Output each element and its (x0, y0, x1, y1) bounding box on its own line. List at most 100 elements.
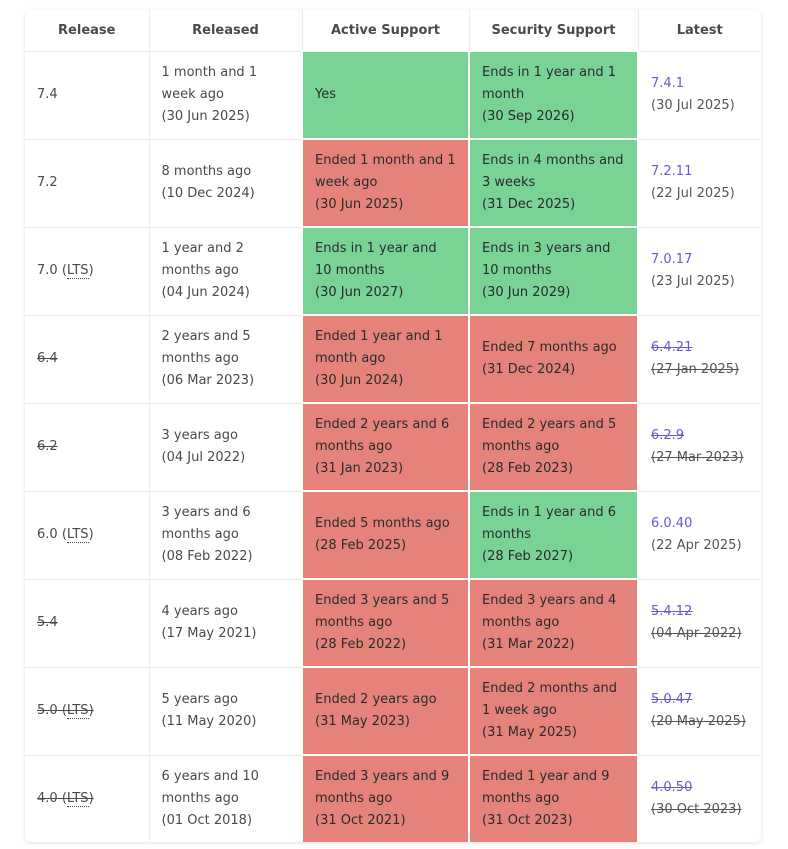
latest-date: (23 Jul 2025) (651, 274, 735, 289)
active-support-text: Ended 2 years ago (315, 692, 437, 707)
active-support-cell: Ends in 1 year and 10 months (30 Jun 2027… (301, 226, 470, 316)
active-support-cell: Ended 2 years ago (31 May 2023) (301, 666, 470, 756)
security-support-cell: Ended 1 year and 9 months ago (31 Oct 202… (468, 754, 639, 842)
released-cell: 2 years and 5 months ago (06 Mar 2023) (149, 315, 303, 404)
release-support-table: Release Released Active Support Security… (25, 10, 761, 842)
released-ago: 3 years and 6 months ago (161, 505, 251, 542)
latest-version-link[interactable]: 6.4.21 (651, 340, 693, 355)
release-cell: 7.0 (LTS) (25, 227, 150, 316)
latest-version-link[interactable]: 5.0.47 (651, 692, 693, 707)
security-support-cell: Ends in 4 months and 3 weeks (31 Dec 2025… (468, 138, 639, 228)
security-support-date: (31 Dec 2025) (482, 197, 576, 212)
active-support-date: (30 Jun 2024) (315, 373, 404, 388)
header-release: Release (25, 10, 150, 52)
lts-abbr: LTS (66, 263, 89, 279)
release-version: 4.0 (37, 790, 58, 806)
security-support-date: (30 Jun 2029) (482, 285, 571, 300)
released-ago: 1 month and 1 week ago (161, 65, 258, 102)
latest-cell: 6.4.21 (27 Jan 2025) (638, 315, 761, 404)
table-row: 6.4 2 years and 5 months ago (06 Mar 2023… (25, 314, 761, 404)
release-cell: 5.0 (LTS) (25, 667, 150, 756)
released-cell: 1 year and 2 months ago (04 Jun 2024) (149, 227, 303, 316)
release-cell: 4.0 (LTS) (25, 755, 150, 842)
table-row: 4.0 (LTS) 6 years and 10 months ago (01 O… (25, 754, 761, 842)
table-row: 7.0 (LTS) 1 year and 2 months ago (04 Jun… (25, 226, 761, 316)
release-cell: 6.0 (LTS) (25, 491, 150, 580)
released-ago: 8 months ago (161, 164, 252, 179)
release-version: 7.0 (37, 263, 58, 278)
latest-date: (30 Oct 2023) (651, 801, 742, 817)
release-version: 7.2 (37, 175, 58, 190)
latest-version-link[interactable]: 7.2.11 (651, 164, 693, 179)
released-cell: 3 years ago (04 Jul 2022) (149, 403, 303, 492)
active-support-text: Ended 3 years and 5 months ago (315, 593, 450, 630)
released-ago: 4 years ago (161, 604, 238, 619)
latest-date: (20 May 2025) (651, 714, 746, 729)
latest-version-link[interactable]: 6.0.40 (651, 516, 693, 531)
released-ago: 5 years ago (161, 692, 238, 707)
active-support-date: (30 Jun 2025) (315, 197, 404, 212)
active-support-text: Yes (315, 87, 336, 102)
security-support-cell: Ended 3 years and 4 months ago (31 Mar 20… (468, 578, 639, 668)
released-cell: 1 month and 1 week ago (30 Jun 2025) (149, 51, 303, 140)
release-cell: 7.4 (25, 51, 150, 140)
header-security-support: Security Support (469, 10, 639, 52)
latest-version-link[interactable]: 6.2.9 (651, 428, 685, 443)
active-support-text: Ended 1 month and 1 week ago (315, 153, 456, 190)
latest-version-link[interactable]: 7.0.17 (651, 252, 693, 267)
active-support-cell: Ended 1 year and 1 month ago (30 Jun 2024… (301, 314, 470, 404)
released-ago: 6 years and 10 months ago (161, 768, 259, 806)
released-ago: 1 year and 2 months ago (161, 241, 244, 278)
latest-cell: 6.0.40 (22 Apr 2025) (638, 491, 761, 580)
security-support-cell: Ends in 3 years and 10 months (30 Jun 202… (468, 226, 639, 316)
latest-cell: 5.4.12 (04 Apr 2022) (638, 579, 761, 668)
released-date: (08 Feb 2022) (161, 549, 253, 564)
security-support-cell: Ended 7 months ago (31 Dec 2024) (468, 314, 639, 404)
security-support-text: Ends in 1 year and 6 months (482, 505, 616, 542)
header-released: Released (149, 10, 303, 52)
active-support-date: (31 Oct 2021) (315, 813, 406, 828)
release-version: 5.4 (37, 615, 58, 630)
lts-abbr: LTS (66, 703, 89, 719)
security-support-text: Ended 2 years and 5 months ago (482, 417, 617, 454)
latest-cell: 7.0.17 (23 Jul 2025) (638, 227, 761, 316)
released-date: (17 May 2021) (161, 626, 257, 641)
release-cell: 7.2 (25, 139, 150, 228)
header-row: Release Released Active Support Security… (25, 10, 761, 52)
security-support-text: Ended 3 years and 4 months ago (482, 593, 617, 630)
latest-version-link[interactable]: 7.4.1 (651, 76, 685, 91)
security-support-text: Ends in 1 year and 1 month (482, 65, 616, 102)
release-cell: 6.2 (25, 403, 150, 492)
security-support-date: (30 Sep 2026) (482, 109, 575, 124)
active-support-date: (28 Feb 2025) (315, 538, 407, 553)
latest-cell: 7.2.11 (22 Jul 2025) (638, 139, 761, 228)
table-row: 7.4 1 month and 1 week ago (30 Jun 2025) … (25, 50, 761, 140)
latest-cell: 5.0.47 (20 May 2025) (638, 667, 761, 756)
latest-version-link[interactable]: 5.4.12 (651, 604, 693, 619)
released-cell: 8 months ago (10 Dec 2024) (149, 139, 303, 228)
active-support-text: Ended 5 months ago (315, 516, 450, 531)
security-support-text: Ends in 3 years and 10 months (482, 241, 611, 278)
latest-date: (22 Jul 2025) (651, 186, 735, 201)
active-support-date: (28 Feb 2022) (315, 637, 407, 652)
released-date: (11 May 2020) (161, 714, 257, 729)
active-support-date: (31 Jan 2023) (315, 461, 404, 476)
released-date: (10 Dec 2024) (161, 186, 255, 201)
security-support-text: Ended 1 year and 9 months ago (482, 769, 610, 806)
release-version: 6.0 (37, 527, 58, 542)
security-support-cell: Ended 2 years and 5 months ago (28 Feb 20… (468, 402, 639, 492)
security-support-cell: Ends in 1 year and 6 months (28 Feb 2027) (468, 490, 639, 580)
active-support-date: (30 Jun 2027) (315, 285, 404, 300)
header-active-support: Active Support (302, 10, 470, 52)
security-support-date: (28 Feb 2027) (482, 549, 574, 564)
release-version: 6.2 (37, 439, 58, 454)
release-version: 7.4 (37, 87, 58, 102)
active-support-text: Ends in 1 year and 10 months (315, 241, 437, 278)
released-cell: 4 years ago (17 May 2021) (149, 579, 303, 668)
table-row: 6.0 (LTS) 3 years and 6 months ago (08 Fe… (25, 490, 761, 580)
active-support-cell: Ended 3 years and 9 months ago (31 Oct 20… (301, 754, 470, 842)
released-cell: 5 years ago (11 May 2020) (149, 667, 303, 756)
security-support-text: Ended 7 months ago (482, 340, 617, 355)
active-support-cell: Ended 2 years and 6 months ago (31 Jan 20… (301, 402, 470, 492)
latest-version-link[interactable]: 4.0.50 (651, 779, 693, 795)
